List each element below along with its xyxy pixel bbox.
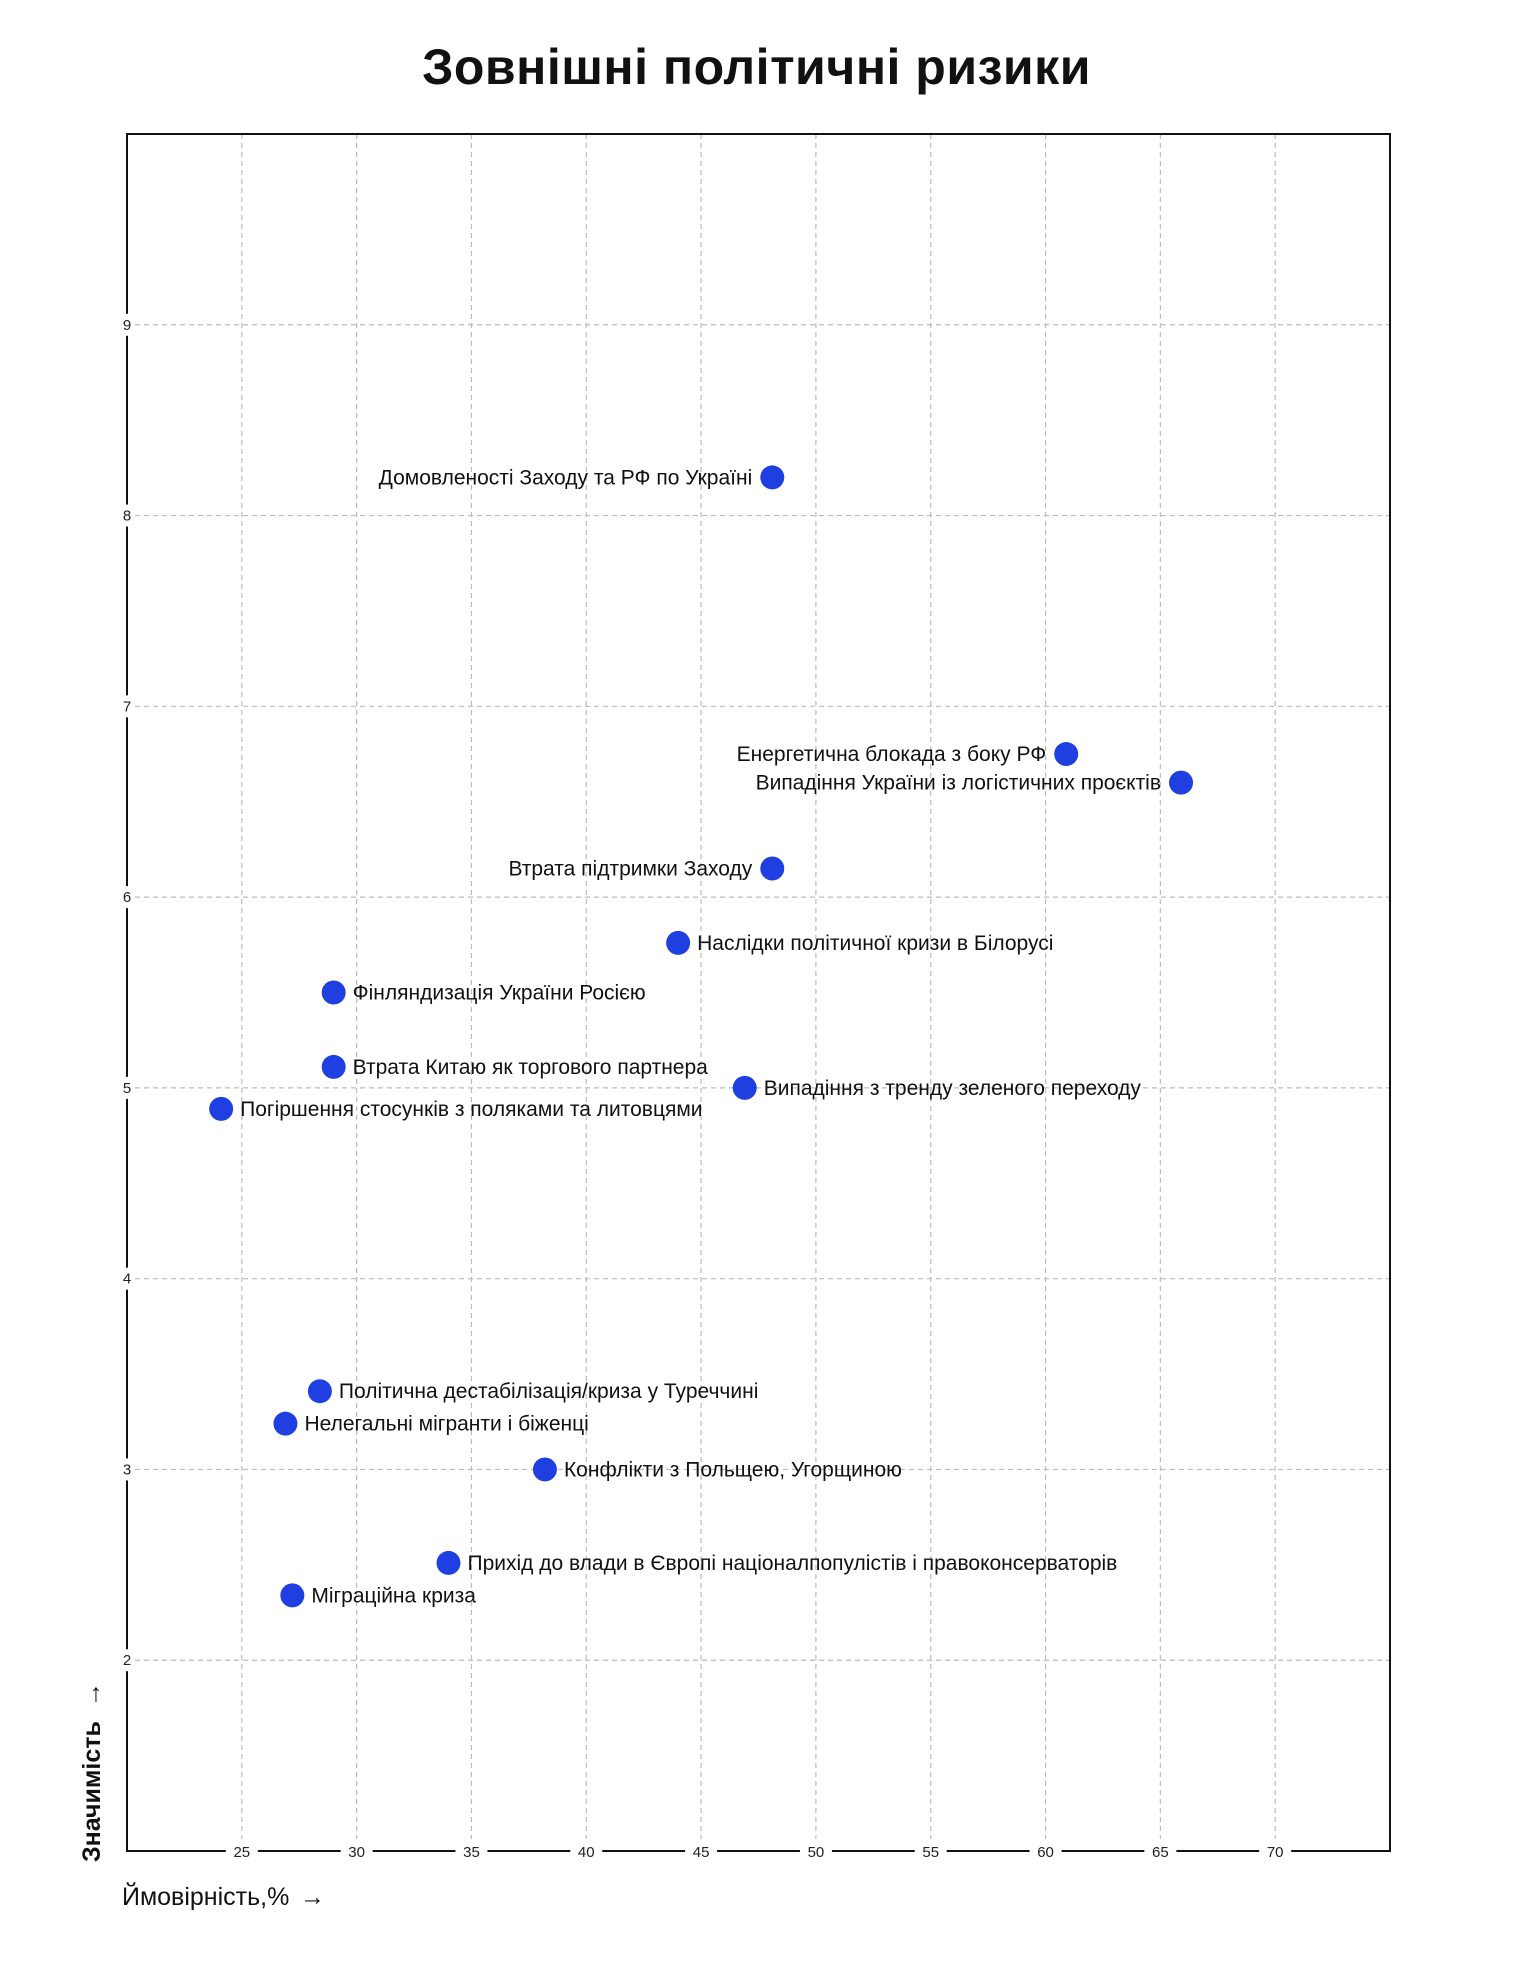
y-tick-label: 3 — [123, 1461, 131, 1478]
point-marker[interactable] — [760, 465, 785, 490]
y-tick-label: 2 — [123, 1652, 131, 1669]
x-tick-label: 50 — [808, 1844, 825, 1861]
point-marker[interactable] — [321, 1054, 346, 1079]
point-label: Енергетична блокада з боку РФ — [737, 743, 1047, 766]
data-point[interactable]: Випадіння України із логістичних проєкті… — [756, 770, 1194, 795]
y-tick-label: 4 — [123, 1271, 131, 1288]
points: Домовленості Заходу та РФ по Україні Енер… — [209, 465, 1194, 1608]
data-point[interactable]: Фінляндизація України Росією — [321, 980, 646, 1005]
data-point[interactable]: Випадіння з тренду зеленого переходу — [732, 1075, 1142, 1100]
y-tick-label: 9 — [123, 317, 131, 334]
y-tick-label: 8 — [123, 508, 131, 525]
point-marker[interactable] — [321, 980, 346, 1005]
x-tick-label: 55 — [922, 1844, 939, 1861]
x-tick-label: 25 — [233, 1844, 250, 1861]
point-label: Конфлікти з Польщею, Угорщиною — [564, 1458, 902, 1481]
data-point[interactable]: Конфлікти з Польщею, Угорщиною — [532, 1457, 902, 1482]
y-tick-label: 5 — [123, 1080, 131, 1097]
data-point[interactable]: Прихід до влади в Європі націоналпопуліс… — [436, 1550, 1117, 1575]
data-point[interactable]: Наслідки політичної кризи в Білорусі — [666, 930, 1053, 955]
y-axis-arrow-icon: → — [78, 1682, 106, 1707]
point-marker[interactable] — [209, 1096, 234, 1121]
y-tick-label: 7 — [123, 698, 131, 715]
point-label: Випадіння України із логістичних проєкті… — [756, 772, 1161, 795]
y-tick-label: 6 — [123, 889, 131, 906]
point-label: Втрата підтримки Заходу — [508, 857, 752, 880]
point-label: Випадіння з тренду зеленого переходу — [764, 1077, 1142, 1100]
data-point[interactable]: Домовленості Заходу та РФ по Україні — [379, 465, 785, 490]
x-tick-label: 45 — [693, 1844, 710, 1861]
point-marker[interactable] — [1054, 742, 1079, 767]
point-label: Погіршення стосунків з поляками та литов… — [240, 1098, 702, 1121]
x-axis-arrow-icon: → — [300, 1883, 325, 1911]
x-tick-label: 35 — [463, 1844, 480, 1861]
data-point[interactable]: Погіршення стосунків з поляками та литов… — [209, 1096, 703, 1121]
point-marker[interactable] — [280, 1583, 305, 1608]
point-label: Фінляндизація України Росією — [353, 982, 646, 1005]
plot-frame — [126, 133, 1391, 1852]
x-tick-label: 40 — [578, 1844, 595, 1861]
x-tick-label: 65 — [1152, 1844, 1169, 1861]
data-point[interactable]: Нелегальні мігранти і біженці — [273, 1411, 589, 1436]
point-label: Міграційна криза — [311, 1584, 476, 1607]
point-label: Наслідки політичної кризи в Білорусі — [697, 932, 1053, 955]
point-label: Прихід до влади в Європі націоналпопуліс… — [467, 1552, 1117, 1575]
data-point[interactable]: Втрата підтримки Заходу — [508, 856, 785, 881]
chart-title: Зовнішні політичні ризики — [422, 39, 1091, 95]
point-label: Нелегальні мігранти і біженці — [304, 1413, 588, 1436]
point-label: Політична дестабілізація/криза у Туреччи… — [339, 1380, 758, 1403]
data-point[interactable]: Міграційна криза — [280, 1583, 476, 1608]
x-tick-label: 30 — [348, 1844, 365, 1861]
y-axis-label: Значимість — [78, 1721, 106, 1862]
data-point[interactable]: Втрата Китаю як торгового партнера — [321, 1054, 708, 1079]
point-label: Втрата Китаю як торгового партнера — [353, 1056, 708, 1079]
point-label: Домовленості Заходу та РФ по Україні — [379, 466, 753, 489]
x-axis-title: Ймовірність,% → — [122, 1881, 325, 1911]
x-tick-label: 60 — [1037, 1844, 1054, 1861]
point-marker[interactable] — [1169, 770, 1194, 795]
y-axis-title: Значимість → — [78, 1682, 106, 1862]
point-marker[interactable] — [666, 930, 691, 955]
point-marker[interactable] — [760, 856, 785, 881]
point-marker[interactable] — [436, 1550, 461, 1575]
point-marker[interactable] — [532, 1457, 557, 1482]
x-tick-label: 70 — [1267, 1844, 1284, 1861]
x-axis-label: Ймовірність,% — [122, 1881, 289, 1911]
data-point[interactable]: Енергетична блокада з боку РФ — [737, 742, 1079, 767]
data-point[interactable]: Політична дестабілізація/криза у Туреччи… — [307, 1379, 758, 1404]
point-marker[interactable] — [273, 1411, 298, 1436]
grid — [135, 134, 1390, 1839]
point-marker[interactable] — [732, 1075, 757, 1100]
point-marker[interactable] — [307, 1379, 332, 1404]
